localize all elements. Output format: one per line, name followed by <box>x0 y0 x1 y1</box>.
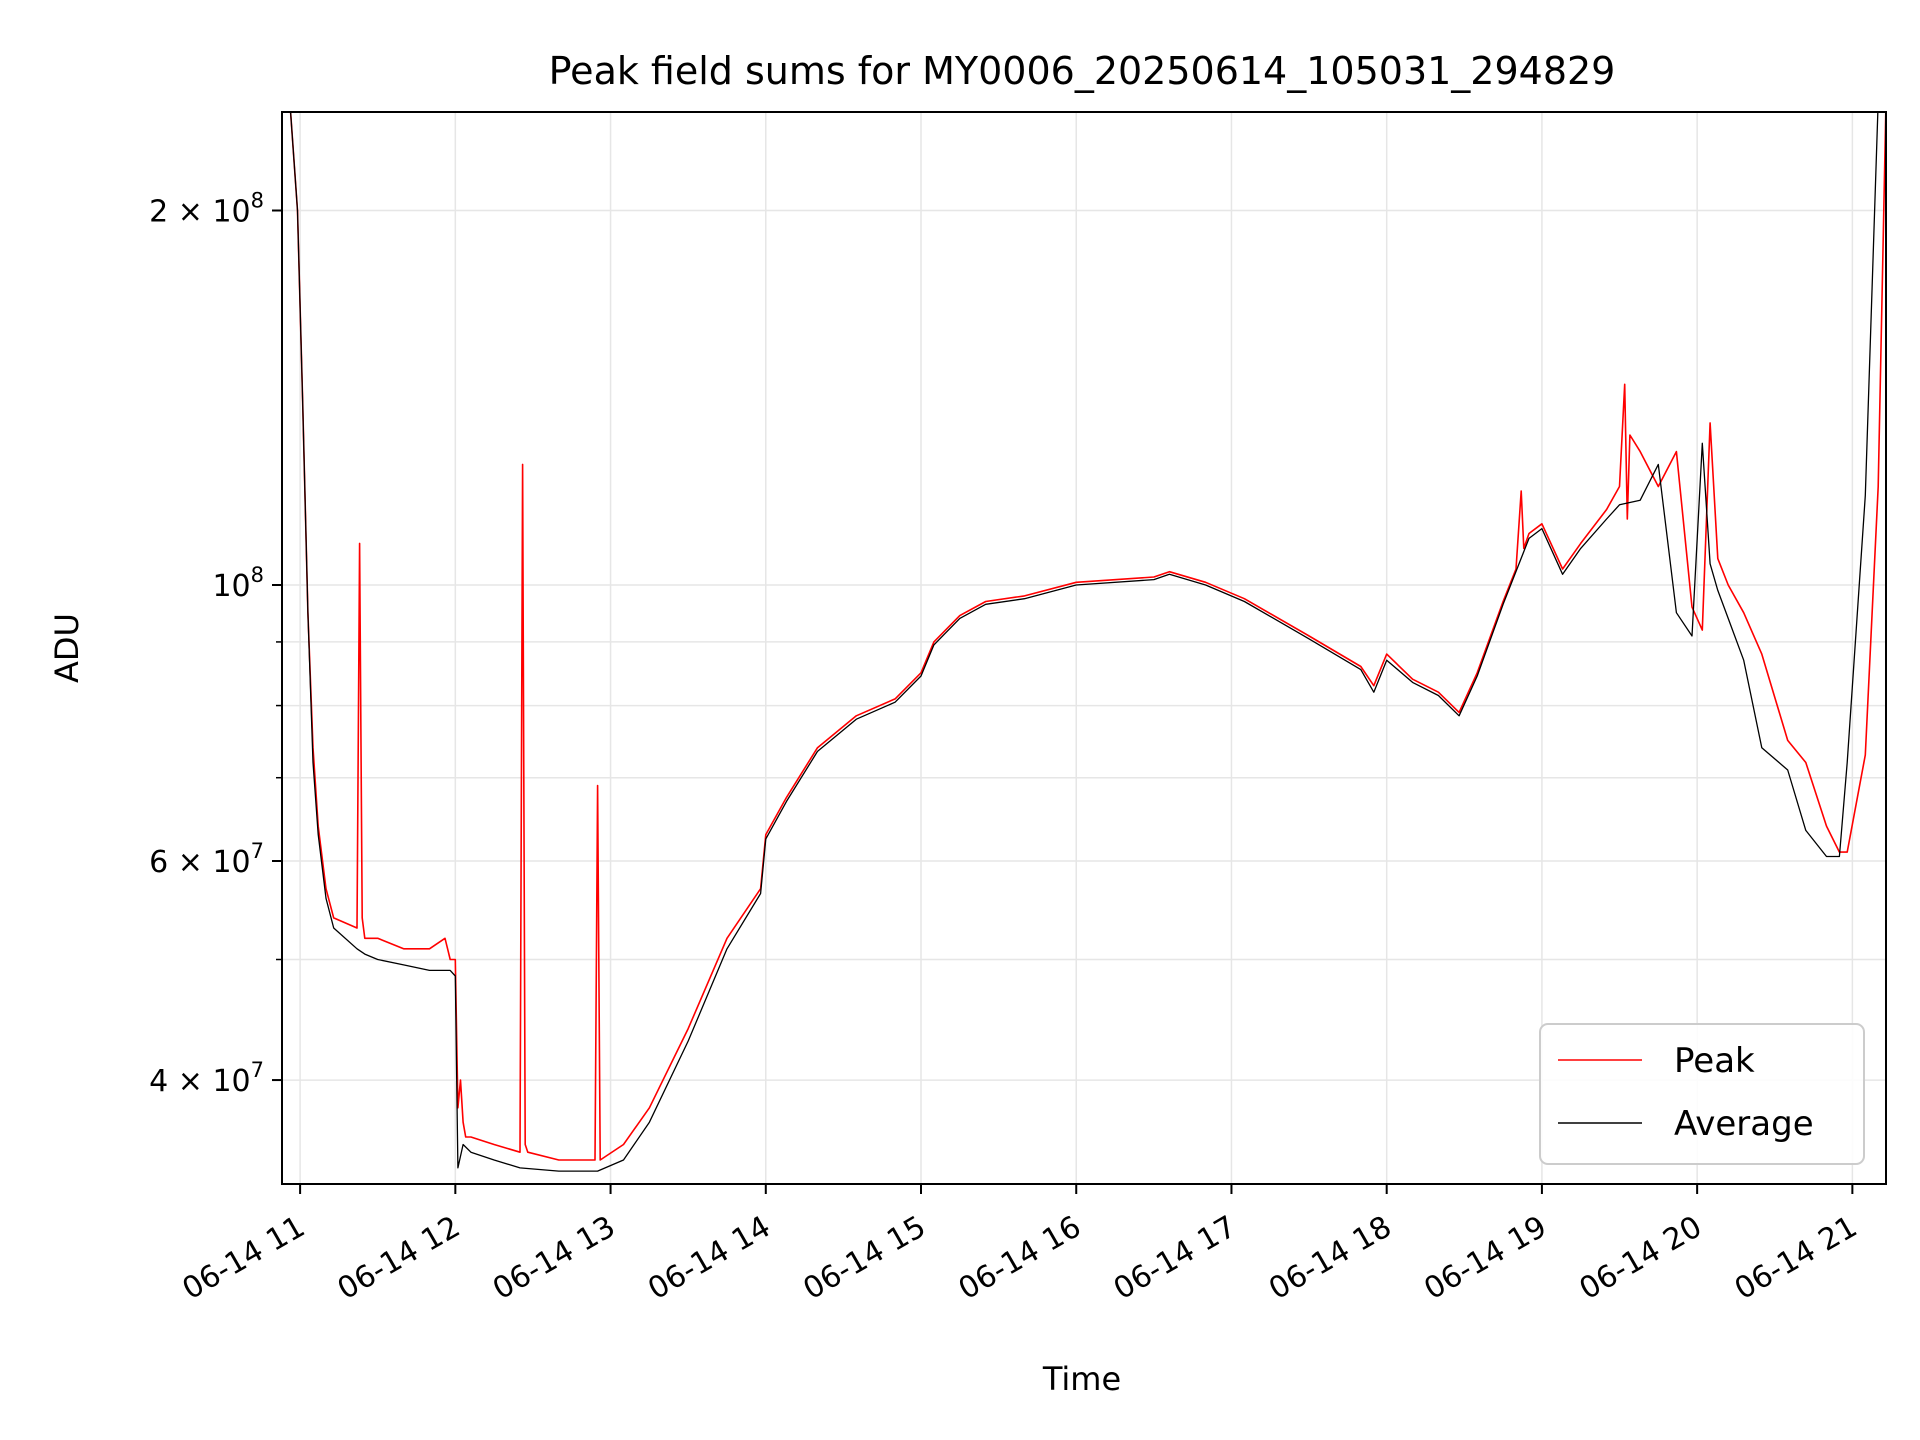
series-line-average <box>289 112 1879 1172</box>
y-tick-label-2: 108 <box>212 563 264 604</box>
y-axis: 4 × 107 6 × 107 108 2 × 108 <box>149 189 282 1099</box>
legend-label-peak: Peak <box>1674 1041 1755 1081</box>
y-tick-label-0: 4 × 107 <box>149 1058 264 1099</box>
series-line-peak <box>289 112 1886 1161</box>
plot-frame <box>281 111 1887 1185</box>
legend-box <box>1539 1023 1865 1165</box>
legend: Peak Average <box>1539 1023 1865 1165</box>
x-axis-label: Time <box>1042 1360 1121 1398</box>
y-tick-label-1: 6 × 107 <box>149 839 264 880</box>
y-tick-label-3: 2 × 108 <box>149 189 264 230</box>
y-axis-label: ADU <box>48 613 86 683</box>
legend-label-average: Average <box>1674 1104 1814 1144</box>
chart-title: Peak field sums for MY0006_20250614_1050… <box>549 49 1616 93</box>
series-layer <box>289 112 1886 1172</box>
plot-area <box>282 112 1886 1184</box>
